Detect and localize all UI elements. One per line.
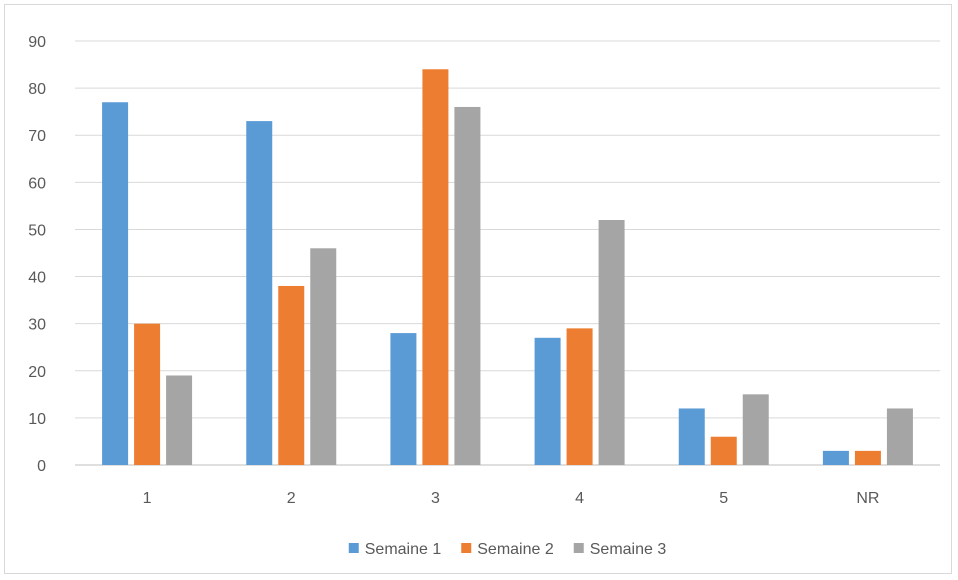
y-tick-label: 10 [28,411,46,428]
x-tick-label: NR [856,490,879,507]
bar-semaine-1-nr [822,450,849,465]
bar-semaine-1-1 [102,102,129,465]
legend-item-semaine-2: Semaine 2 [461,541,554,558]
bar-semaine-3-3 [454,106,481,465]
y-tick-label: 20 [28,364,46,381]
bar-semaine-1-2 [246,121,273,465]
bar-semaine-3-4 [598,220,625,465]
x-axis-labels: 1 2 3 4 5 NR [143,490,880,507]
bar-semaine-3-5 [742,394,769,465]
bar-semaine-2-5 [710,436,737,465]
bar-semaine-2-4 [566,328,593,465]
y-axis-labels: 0 10 20 30 40 50 60 70 80 90 [28,34,46,475]
legend-swatch [461,543,472,553]
bar-semaine-2-3 [422,69,449,466]
y-tick-label: 70 [28,128,46,145]
legend-label: Semaine 3 [590,541,667,558]
y-tick-label: 50 [28,222,46,239]
y-tick-label: 90 [28,34,46,51]
y-tick-label: 60 [28,175,46,192]
legend-swatch [573,543,584,553]
bar-semaine-3-2 [310,248,337,465]
bar-semaine-3-1 [166,375,193,465]
y-tick-label: 30 [28,317,46,334]
bar-semaine-1-4 [534,337,561,465]
bar-semaine-1-5 [678,408,705,465]
legend-label: Semaine 2 [477,541,554,558]
x-tick-label: 5 [719,490,728,507]
x-tick-label: 3 [431,490,440,507]
x-tick-label: 4 [575,490,584,507]
x-tick-label: 2 [287,490,296,507]
legend-swatch [348,543,359,553]
y-tick-label: 0 [37,458,46,475]
y-tick-label: 40 [28,270,46,287]
legend: Semaine 1 Semaine 2 Semaine 3 [348,541,667,558]
bar-semaine-2-1 [134,323,161,465]
bar-semaine-2-nr [854,450,881,465]
bar-semaine-1-3 [390,333,417,465]
gridlines [75,40,940,419]
bar-semaine-3-nr [886,408,913,465]
legend-item-semaine-1: Semaine 1 [348,541,442,558]
legend-label: Semaine 1 [365,541,442,558]
x-tick-label: 1 [143,490,152,507]
y-tick-label: 80 [28,81,46,98]
bar-semaine-2-2 [278,285,305,465]
bars [102,69,913,466]
legend-item-semaine-3: Semaine 3 [573,541,667,558]
